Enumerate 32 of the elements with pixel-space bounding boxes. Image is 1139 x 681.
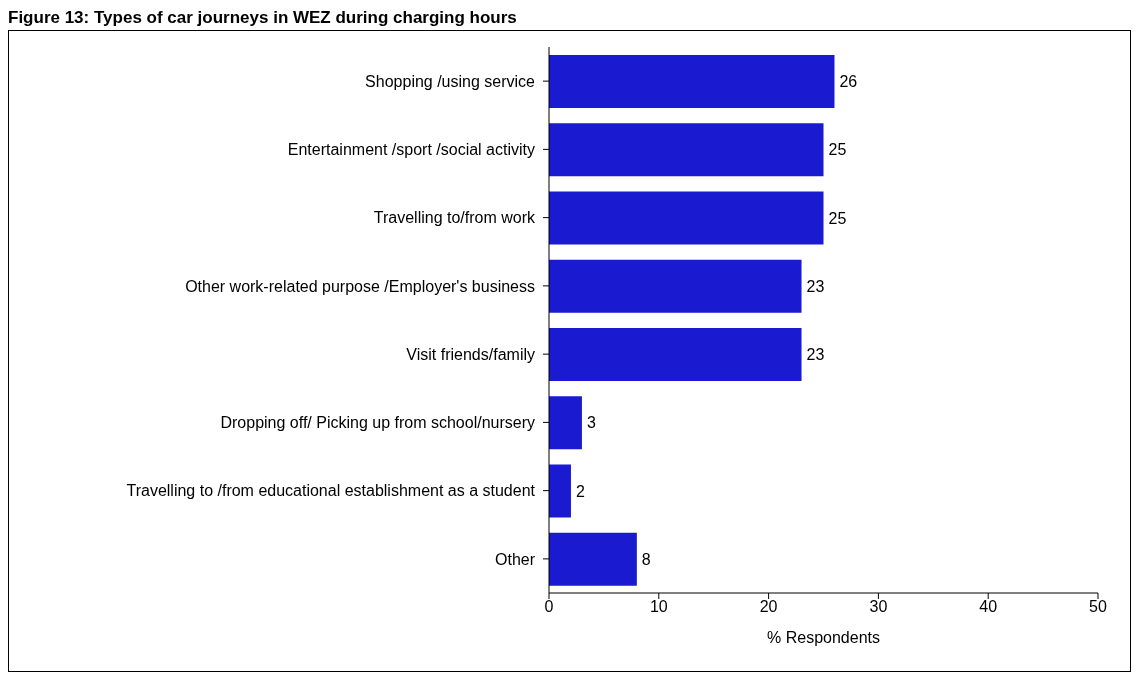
bar <box>549 396 582 450</box>
bar <box>549 532 637 586</box>
data-label: 2 <box>575 482 585 500</box>
bar <box>549 191 824 245</box>
data-label: 23 <box>806 277 825 295</box>
x-tick-label: 0 <box>544 598 554 616</box>
y-tick-label: Other <box>494 550 536 568</box>
data-label: 8 <box>641 550 651 568</box>
y-tick-label: Dropping off/ Picking up from school/nursery <box>220 414 535 432</box>
x-tick-label: 40 <box>979 598 998 616</box>
data-label: 25 <box>828 141 847 159</box>
x-tick-label: 50 <box>1089 598 1107 616</box>
data-label: 25 <box>828 209 847 227</box>
x-tick-label: 20 <box>759 598 778 616</box>
y-tick-label: Travelling to /from educational establishment as a student <box>126 482 536 500</box>
text: Figure 13: Types of car journeys in WEZ during charging hours <box>8 8 518 28</box>
data-label: 23 <box>806 346 825 364</box>
data-label: 3 <box>586 414 596 432</box>
x-tick-label: 10 <box>649 598 668 616</box>
y-tick-label: Shopping /using service <box>365 72 536 90</box>
y-tick-label: Visit friends/family <box>406 345 535 363</box>
y-tick-label: Entertainment /sport /social activity <box>287 141 535 159</box>
bar <box>549 123 824 177</box>
bar <box>549 55 835 108</box>
data-label: 26 <box>839 73 858 91</box>
x-axis-title: % Respondents <box>767 629 880 646</box>
x-tick-label: 30 <box>869 598 888 616</box>
bar <box>549 259 802 313</box>
y-tick-label: Travelling to/from work <box>373 209 536 227</box>
bar <box>549 328 802 381</box>
y-tick-label: Other work-related purpose /Employer's business <box>185 277 535 295</box>
bar <box>549 464 571 518</box>
